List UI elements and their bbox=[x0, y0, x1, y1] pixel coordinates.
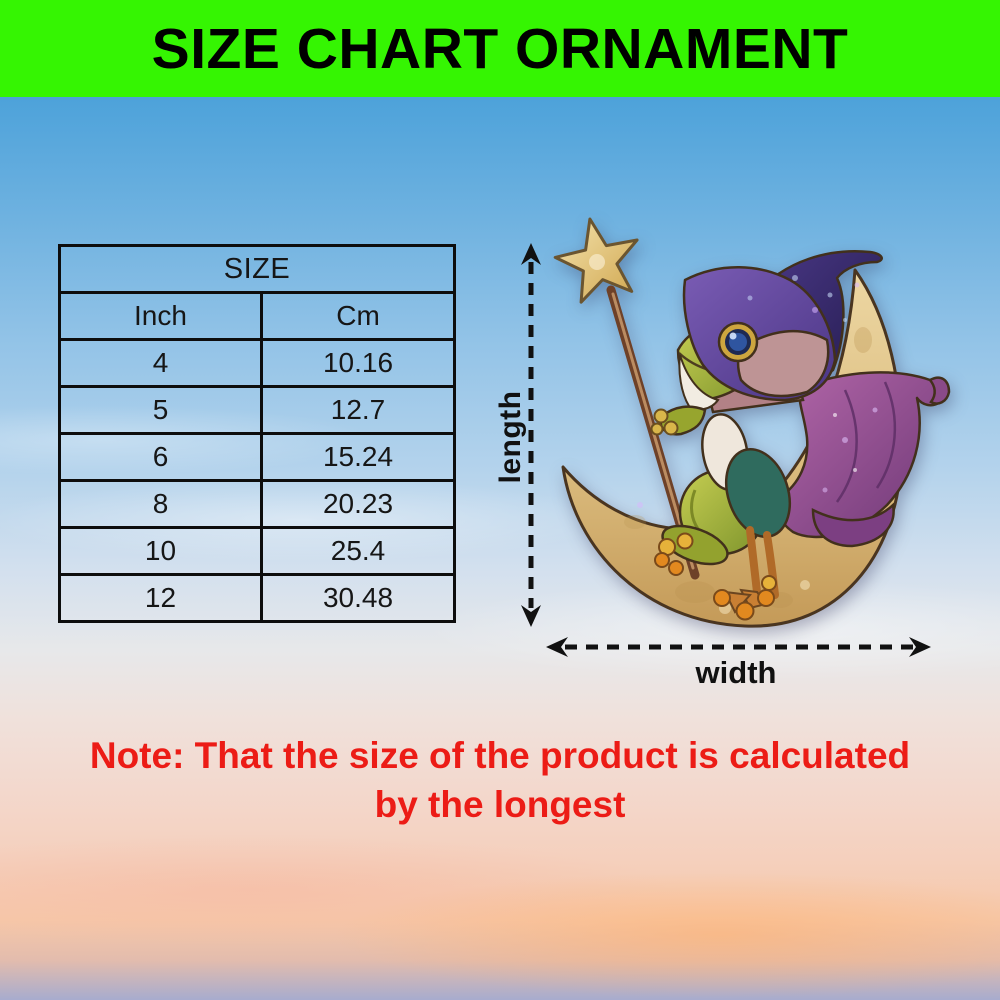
table-row: 5 12.7 bbox=[61, 385, 453, 432]
table-row: 4 10.16 bbox=[61, 338, 453, 385]
cell-inch: 12 bbox=[61, 576, 263, 620]
cell-cm: 10.16 bbox=[322, 347, 394, 378]
cell-inch: 10 bbox=[61, 529, 263, 573]
cell-inch: 8 bbox=[61, 482, 263, 526]
table-row: 8 20.23 bbox=[61, 479, 453, 526]
size-table: SIZE Inch Cm 4 10.16 5 12.7 6 15.24 8 20… bbox=[58, 244, 456, 623]
note-line-2: by the longest bbox=[374, 784, 626, 825]
col-header-cm: Cm bbox=[336, 300, 380, 331]
cell-inch: 4 bbox=[61, 341, 263, 385]
length-label: length bbox=[494, 390, 527, 484]
table-title-row: SIZE bbox=[61, 247, 453, 291]
cell-inch: 6 bbox=[61, 435, 263, 479]
size-note: Note: That the size of the product is ca… bbox=[0, 731, 1000, 829]
cell-cm: 15.24 bbox=[322, 441, 394, 472]
cell-cm: 20.23 bbox=[322, 488, 394, 519]
cell-cm: 25.4 bbox=[330, 535, 386, 566]
cell-inch: 5 bbox=[61, 388, 263, 432]
table-title: SIZE bbox=[223, 252, 291, 285]
ornament-image bbox=[553, 217, 951, 628]
col-header-inch: Inch bbox=[61, 294, 263, 338]
page-title: SIZE CHART ORNAMENT bbox=[151, 16, 849, 81]
cell-cm: 12.7 bbox=[330, 394, 386, 425]
frog-wizard-figure bbox=[650, 250, 951, 621]
title-banner: SIZE CHART ORNAMENT bbox=[0, 0, 1000, 97]
note-line-1: Note: That the size of the product is ca… bbox=[89, 735, 911, 776]
table-header-row: Inch Cm bbox=[61, 291, 453, 338]
cell-cm: 30.48 bbox=[322, 582, 394, 613]
table-row: 12 30.48 bbox=[61, 573, 453, 620]
table-row: 6 15.24 bbox=[61, 432, 453, 479]
width-label: width bbox=[695, 655, 777, 690]
table-row: 10 25.4 bbox=[61, 526, 453, 573]
